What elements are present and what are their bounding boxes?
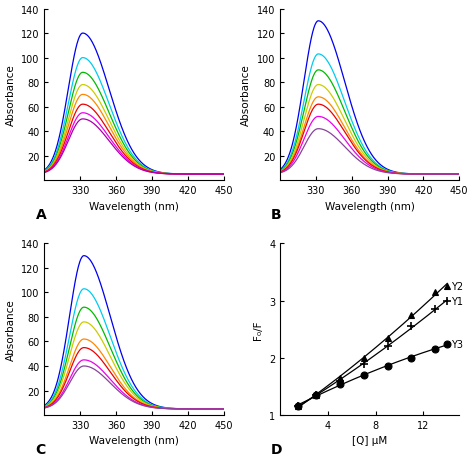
- Text: B: B: [271, 207, 282, 221]
- Text: D: D: [271, 442, 283, 456]
- Text: Y2: Y2: [451, 282, 463, 291]
- Y-axis label: Absorbance: Absorbance: [6, 64, 16, 126]
- Y-axis label: Absorbance: Absorbance: [241, 64, 251, 126]
- Text: Y3: Y3: [451, 339, 463, 349]
- Text: A: A: [36, 207, 46, 221]
- Y-axis label: Absorbance: Absorbance: [6, 299, 16, 360]
- X-axis label: Wavelength (nm): Wavelength (nm): [89, 201, 179, 211]
- X-axis label: Wavelength (nm): Wavelength (nm): [325, 201, 415, 211]
- Text: C: C: [36, 442, 46, 456]
- X-axis label: [Q] μM: [Q] μM: [352, 436, 387, 446]
- Text: Y1: Y1: [451, 296, 463, 306]
- X-axis label: Wavelength (nm): Wavelength (nm): [89, 436, 179, 446]
- Y-axis label: F₀/F: F₀/F: [254, 320, 264, 339]
